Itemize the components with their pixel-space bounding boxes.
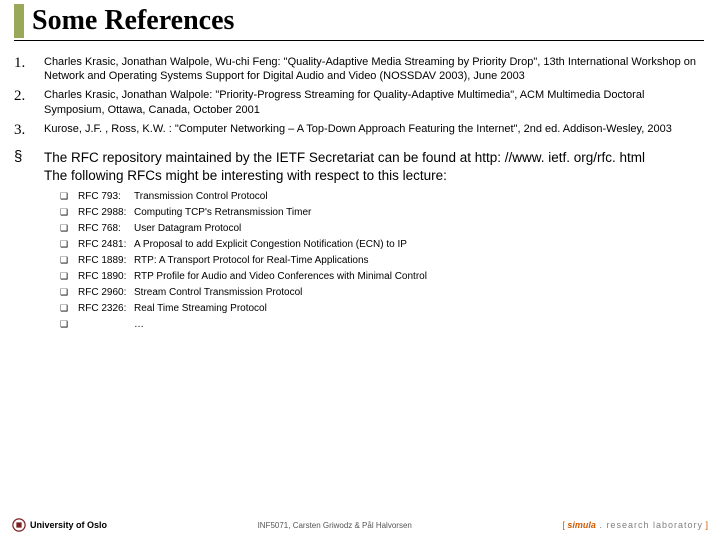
lab-name: simula bbox=[567, 520, 596, 530]
rfc-code: RFC 2988: bbox=[78, 205, 134, 221]
square-bullet-icon: ❑ bbox=[60, 269, 78, 285]
rfc-item: ❑ RFC 2960: Stream Control Transmission … bbox=[60, 285, 700, 301]
list-number: 2. bbox=[14, 88, 44, 118]
extra-line-2: The following RFCs might be interesting … bbox=[44, 168, 447, 183]
reference-text: Charles Krasic, Jonathan Walpole, Wu-chi… bbox=[44, 55, 700, 85]
rfc-code: RFC 2481: bbox=[78, 237, 134, 253]
rfc-desc: Transmission Control Protocol bbox=[134, 189, 700, 205]
slide: Some References 1. Charles Krasic, Jonat… bbox=[0, 0, 720, 540]
rfc-item: ❑ … bbox=[60, 317, 700, 333]
rfc-code: RFC 2326: bbox=[78, 301, 134, 317]
footer-right: [ simula . research laboratory ] bbox=[562, 520, 708, 530]
square-bullet-icon: ❑ bbox=[60, 301, 78, 317]
rfc-code: RFC 2960: bbox=[78, 285, 134, 301]
page-title: Some References bbox=[32, 4, 720, 38]
rfc-desc: Computing TCP's Retransmission Timer bbox=[134, 205, 700, 221]
square-bullet-icon: ❑ bbox=[60, 205, 78, 221]
square-bullet-icon: ❑ bbox=[60, 285, 78, 301]
rfc-desc: User Datagram Protocol bbox=[134, 221, 700, 237]
lab-dot: . bbox=[596, 520, 607, 530]
reference-item: 1. Charles Krasic, Jonathan Walpole, Wu-… bbox=[14, 55, 700, 85]
rfc-desc: A Proposal to add Explicit Congestion No… bbox=[134, 237, 700, 253]
title-region: Some References bbox=[0, 0, 720, 41]
rfc-desc: … bbox=[134, 317, 700, 333]
rfc-item: ❑ RFC 2988: Computing TCP's Retransmissi… bbox=[60, 205, 700, 221]
reference-item: 2. Charles Krasic, Jonathan Walpole: "Pr… bbox=[14, 88, 700, 118]
rfc-desc: Stream Control Transmission Protocol bbox=[134, 285, 700, 301]
extra-text: The RFC repository maintained by the IET… bbox=[44, 149, 700, 185]
reference-item: 3. Kurose, J.F. , Ross, K.W. : "Computer… bbox=[14, 122, 700, 139]
rfc-desc: Real Time Streaming Protocol bbox=[134, 301, 700, 317]
rfc-item: ❑ RFC 793: Transmission Control Protocol bbox=[60, 189, 700, 205]
bracket-close: ] bbox=[703, 520, 708, 530]
rfc-item: ❑ RFC 1890: RTP Profile for Audio and Vi… bbox=[60, 269, 700, 285]
rfc-code bbox=[78, 317, 134, 333]
square-bullet-icon: ❑ bbox=[60, 253, 78, 269]
rfc-desc: RTP: A Transport Protocol for Real-Time … bbox=[134, 253, 700, 269]
title-underline bbox=[14, 40, 704, 41]
section-marker: § bbox=[14, 149, 44, 185]
rfc-code: RFC 793: bbox=[78, 189, 134, 205]
rfc-list: ❑ RFC 793: Transmission Control Protocol… bbox=[60, 189, 700, 333]
rfc-item: ❑ RFC 1889: RTP: A Transport Protocol fo… bbox=[60, 253, 700, 269]
extra-item: § The RFC repository maintained by the I… bbox=[14, 149, 700, 185]
university-crest-icon bbox=[12, 518, 26, 532]
title-accent-bar bbox=[14, 4, 24, 38]
footer-left: University of Oslo bbox=[12, 518, 107, 532]
square-bullet-icon: ❑ bbox=[60, 189, 78, 205]
extra-line-1: The RFC repository maintained by the IET… bbox=[44, 150, 645, 165]
content-region: 1. Charles Krasic, Jonathan Walpole, Wu-… bbox=[0, 47, 720, 334]
square-bullet-icon: ❑ bbox=[60, 317, 78, 333]
rfc-item: ❑ RFC 768: User Datagram Protocol bbox=[60, 221, 700, 237]
reference-text: Charles Krasic, Jonathan Walpole: "Prior… bbox=[44, 88, 700, 118]
square-bullet-icon: ❑ bbox=[60, 237, 78, 253]
university-name: University of Oslo bbox=[30, 520, 107, 530]
rfc-code: RFC 1890: bbox=[78, 269, 134, 285]
footer: University of Oslo INF5071, Carsten Griw… bbox=[0, 514, 720, 536]
rfc-item: ❑ RFC 2326: Real Time Streaming Protocol bbox=[60, 301, 700, 317]
footer-center: INF5071, Carsten Griwodz & Pål Halvorsen bbox=[107, 521, 562, 530]
rfc-code: RFC 1889: bbox=[78, 253, 134, 269]
reference-text: Kurose, J.F. , Ross, K.W. : "Computer Ne… bbox=[44, 122, 700, 139]
rfc-item: ❑ RFC 2481: A Proposal to add Explicit C… bbox=[60, 237, 700, 253]
list-number: 3. bbox=[14, 122, 44, 139]
square-bullet-icon: ❑ bbox=[60, 221, 78, 237]
list-number: 1. bbox=[14, 55, 44, 85]
lab-rest: research laboratory bbox=[606, 520, 703, 530]
rfc-desc: RTP Profile for Audio and Video Conferen… bbox=[134, 269, 700, 285]
rfc-code: RFC 768: bbox=[78, 221, 134, 237]
